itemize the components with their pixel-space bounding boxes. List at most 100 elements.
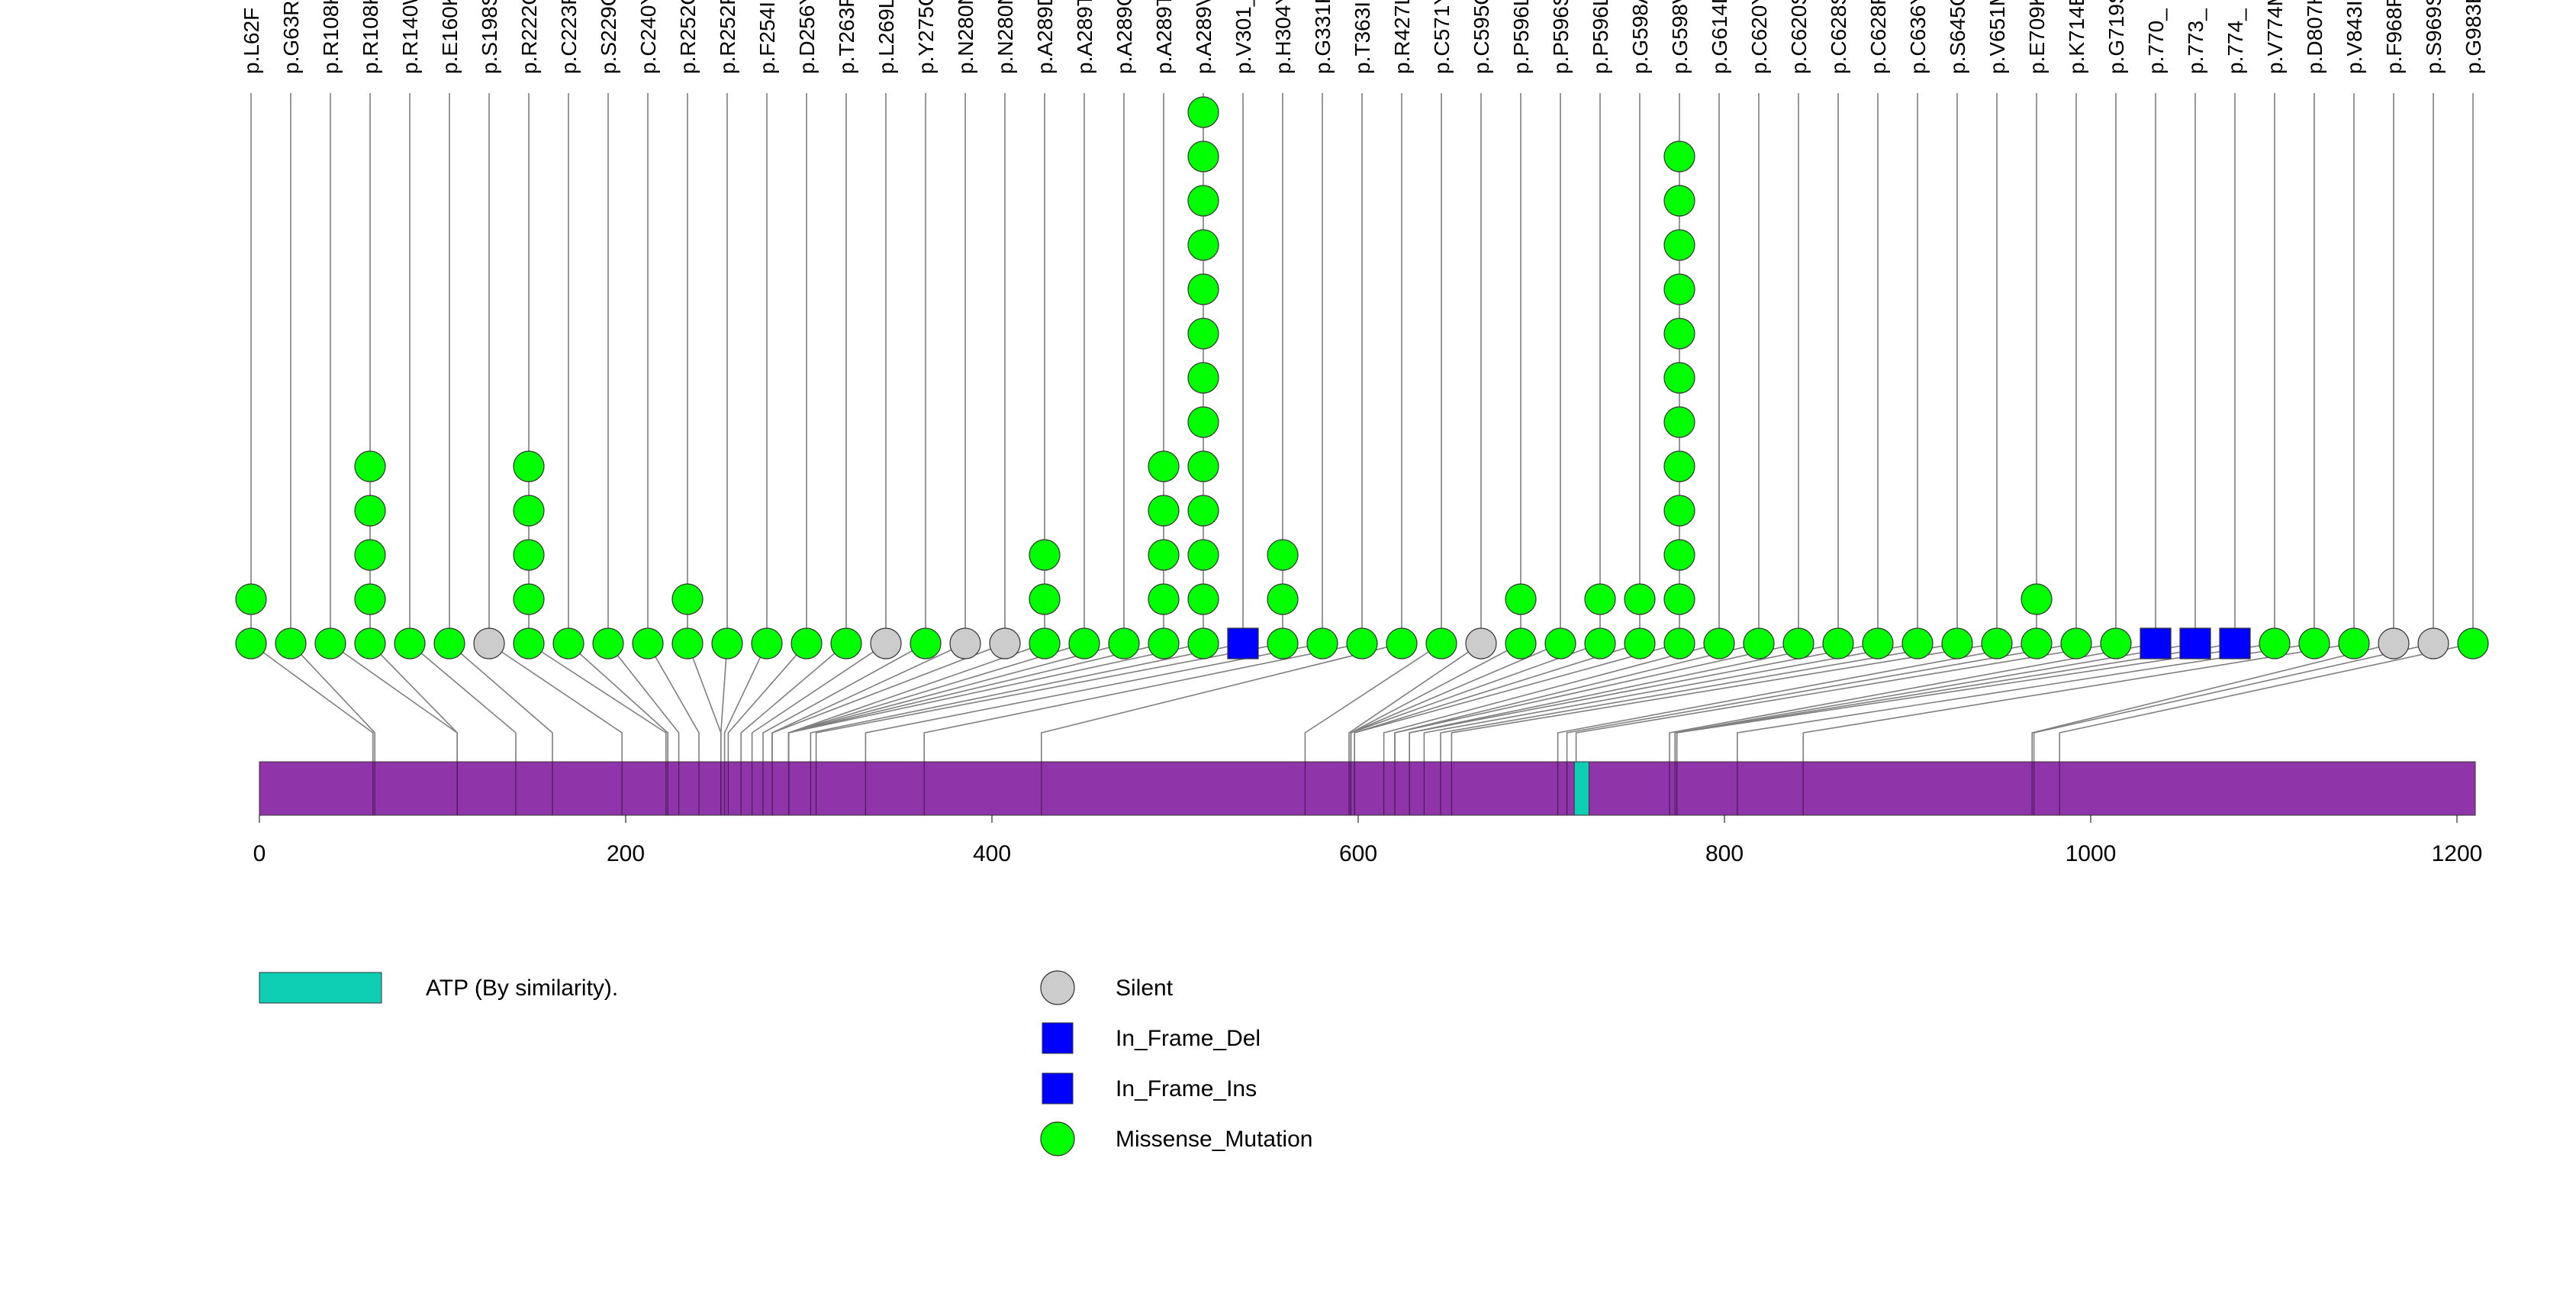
mutation-stem (771, 93, 966, 762)
mutation-label: p.A289T (1152, 0, 1176, 74)
mutation-label: p.N280N (993, 0, 1017, 74)
mutation-marker-circle (1346, 627, 1378, 660)
mutation-marker-circle (910, 627, 942, 660)
mutation-label: p.T263P (835, 0, 858, 74)
mutation-marker-circle (830, 627, 862, 660)
mutation-marker-circle (513, 539, 545, 571)
mutation-marker-circle (354, 495, 386, 527)
mutation-marker-circle (1663, 450, 1695, 482)
mutation-marker-circle (870, 627, 902, 660)
protein-backbone-layer (259, 761, 2476, 816)
legend-type-label: Missense_Mutation (1116, 1127, 1312, 1152)
protein-backbone (259, 761, 2476, 816)
mutation-label: p.V301_ (1232, 0, 1255, 74)
mutation-stem (1350, 93, 1601, 762)
mutation-label: p.C620Y (1747, 0, 1771, 74)
mutation-label: p.A289G (1113, 0, 1136, 74)
mutation-marker-circle (1465, 627, 1497, 660)
mutation-marker-circle (1584, 627, 1616, 660)
mutation-marker-circle (1187, 627, 1219, 660)
mutation-marker-circle (1187, 318, 1219, 350)
mutation-marker-circle (2060, 627, 2092, 660)
x-axis-tick-label: 400 (973, 841, 1011, 866)
mutation-marker-circle (1267, 583, 1299, 615)
mutation-stem (2059, 93, 2474, 762)
mutation-label: p.770_ (2144, 8, 2168, 74)
mutation-marker-circle (1663, 627, 1695, 660)
mutation-stem (687, 93, 722, 762)
mutation-stem (1737, 93, 2315, 762)
mutation-stem (369, 93, 459, 762)
mutation-label: p.D807H (2303, 0, 2326, 74)
mutation-marker-square (2140, 627, 2172, 660)
mutation-label: p.P596L (1589, 0, 1612, 74)
mutation-marker-square (2219, 627, 2251, 660)
mutation-marker-circle (791, 627, 823, 660)
mutation-marker-circle (1862, 627, 1894, 660)
mutation-label: p.S645C (1946, 0, 1969, 74)
mutation-label: p.773_ (2184, 8, 2207, 74)
x-axis-tick-label: 0 (253, 841, 266, 866)
mutation-marker-circle (1148, 539, 1180, 571)
mutation-stem (1383, 93, 1720, 762)
mutation-marker-circle (1584, 583, 1616, 615)
x-axis: 0 200 400 600 800 1000 1200 (253, 815, 2482, 866)
mutation-label: p.V651M (1985, 0, 2009, 74)
mutation-marker-circle (1029, 627, 1061, 660)
mutation-marker-circle (1663, 583, 1695, 615)
mutation-label: p.V774M (2263, 0, 2287, 74)
mutation-label: p.V843I (2343, 0, 2366, 74)
mutation-stem (528, 93, 667, 762)
mutation-label: p.C240Y (636, 0, 660, 74)
x-axis-tick-label: 800 (1705, 841, 1744, 866)
mutation-label: p.R108K (359, 0, 382, 74)
mutation-stem (2031, 93, 2394, 762)
mutation-marker-circle (1703, 627, 1735, 660)
mutation-label: p.L62F (240, 8, 263, 74)
mutation-stem (771, 93, 1006, 762)
mutation-marker-circle (513, 450, 545, 482)
mutation-label: p.G614D (1708, 0, 1731, 74)
mutation-label: p.G719S (2104, 0, 2128, 74)
mutation-stem (923, 93, 1363, 762)
mutation-stem (449, 93, 553, 762)
mutation-label: p.R222C (517, 0, 541, 74)
mutation-stem (1394, 93, 1799, 762)
mutation-marker-circle (1663, 229, 1695, 261)
mutation-stem (1350, 93, 1521, 762)
legend-type-label: In_Frame_Ins (1116, 1076, 1257, 1101)
mutation-marker-circle (1187, 273, 1219, 305)
x-axis-tick-label: 200 (607, 841, 645, 866)
mutation-marker-circle (751, 627, 783, 660)
mutation-marker-circle (2378, 627, 2410, 660)
mutation-stem (1575, 93, 2117, 762)
labels-layer: p.L62F p.G63R p.R108K p.R108K p.R140W p.E160K… (240, 0, 2485, 74)
mutation-stem (787, 93, 1164, 762)
mutation-stem (568, 93, 669, 762)
mutation-stem (723, 93, 768, 762)
mutation-label: p.N280N (954, 0, 977, 74)
mutation-label: p.C628F (1866, 0, 1890, 74)
mutation-marker-circle (1663, 318, 1695, 350)
mutation-stem (647, 93, 700, 762)
mutation-label: p.R252P (716, 0, 739, 74)
mutation-marker-circle (314, 627, 346, 660)
mutation-stem (810, 93, 1244, 762)
mutation-marker-circle (989, 627, 1021, 660)
mutation-label: p.P596S (1549, 0, 1573, 74)
mutation-marker-circle (1901, 627, 1934, 660)
mutation-marker-circle (1505, 627, 1537, 660)
mutation-marker-circle (354, 539, 386, 571)
mutation-marker-circle (433, 627, 465, 660)
mutation-stem (740, 93, 847, 762)
mutation-marker-circle (513, 627, 545, 660)
mutation-stem (607, 93, 680, 762)
mutation-marker-circle (552, 627, 584, 660)
mutation-marker-square (2179, 627, 2211, 660)
mutation-marker-circle (1425, 627, 1457, 660)
mutation-stem (290, 93, 376, 762)
mutation-marker-circle (1187, 406, 1219, 438)
mutation-marker-circle (1187, 140, 1219, 173)
mutation-stem (1423, 93, 1918, 762)
